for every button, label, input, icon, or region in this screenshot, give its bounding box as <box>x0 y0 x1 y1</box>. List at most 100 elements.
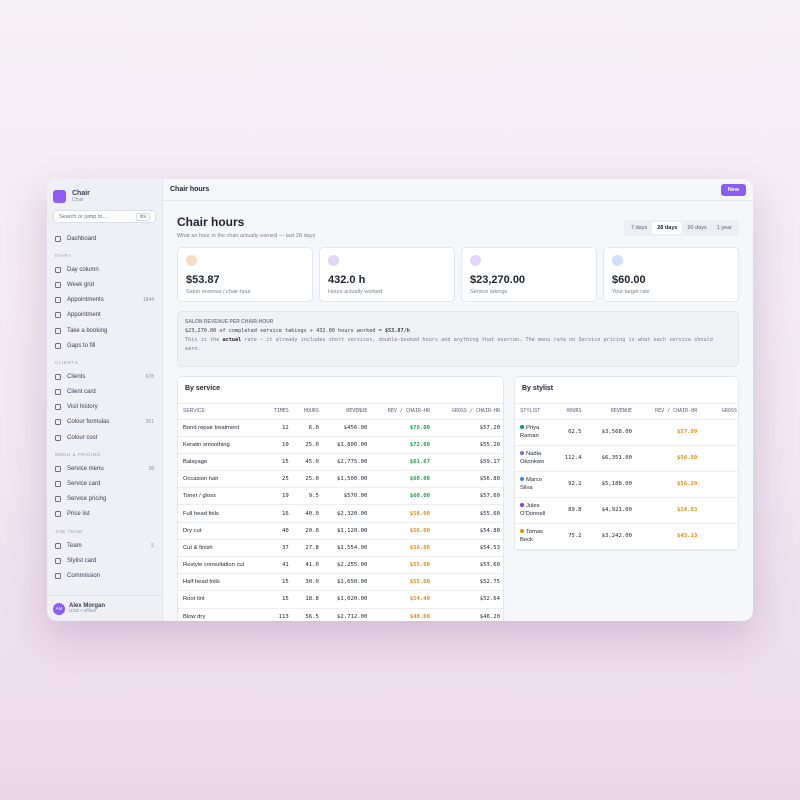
formula-text: $23,270.00 of completed service takings … <box>185 328 385 334</box>
cell: 40 <box>263 522 294 540</box>
cell: 113 <box>263 608 294 621</box>
column-header: SERVICE <box>178 404 264 420</box>
body-text: This is the <box>185 337 223 343</box>
new-button[interactable]: New <box>720 183 746 196</box>
stylist-dot <box>520 425 524 429</box>
cell: 20.0 <box>293 522 324 540</box>
cell: 12 <box>263 419 294 437</box>
kpi-card: $53.87 Salon revenue / chair-hour <box>177 247 313 302</box>
search[interactable]: Search or jump to... ⌘K <box>53 210 156 223</box>
table: SERVICE TIMES HOURS REVENUE REV / CHAIR-HR GR… <box>178 404 503 621</box>
note: SALON REVENUE PER CHAIR-HOUR $23,270.00 o… <box>177 311 739 367</box>
nav-item[interactable]: Commission <box>47 568 162 583</box>
nav-item[interactable]: Appointment <box>47 308 162 323</box>
sidebar: Chair Chair Search or jump to... ⌘K Dashboar… <box>47 179 163 621</box>
cell: $5,188.00 <box>586 471 637 498</box>
search-placeholder: Search or jump to... <box>59 213 107 220</box>
cell: Occasion hair <box>178 470 264 489</box>
brand: Chair Chair <box>47 179 162 205</box>
nav-item[interactable]: Gaps to fill <box>47 338 162 353</box>
cell: $1,650.00 <box>323 573 373 592</box>
table-title: By stylist <box>515 377 738 404</box>
cell: Keratin smoothing <box>178 436 264 454</box>
kpi-icon <box>328 255 339 266</box>
kpi-label: Hours actually worked <box>328 289 383 295</box>
kpi-label: Salon revenue / chair-hour <box>186 289 251 295</box>
table-row: Priya Raman 62.5$3,568.00$57.09$51.46 <box>515 419 738 446</box>
header-row: SERVICE TIMES HOURS REVENUE REV / CHAIR-HR GR… <box>178 404 503 420</box>
table-row: Marco Silva 92.2$5,188.00$56.29$50.62 <box>515 471 738 498</box>
icon <box>55 572 61 579</box>
nav-item[interactable]: Team 5 <box>47 538 162 553</box>
nav-item[interactable]: Service menu 38 <box>47 461 162 476</box>
nav-count: 1844 <box>142 297 154 304</box>
kpi-label: Service takings <box>470 289 508 295</box>
table-row: Tomas Beck 75.2$3,242.00$43.13$41.79 <box>515 523 738 550</box>
cell: Blow dry <box>178 608 264 621</box>
range-tab[interactable]: 90 days <box>687 225 707 231</box>
cell: 30.0 <box>293 573 324 592</box>
cell: $49.51 <box>702 497 738 524</box>
kpi-value: $23,270.00 <box>470 274 526 286</box>
table-title: By service <box>178 377 503 404</box>
table-row: Occasion hair 25 25.0 $1,500.00 $60.00 $56.80 <box>178 470 503 489</box>
cell: 25.0 <box>293 436 324 454</box>
cell: 19 <box>263 487 294 506</box>
content: Chair hours What an hour in the chair act… <box>163 201 753 621</box>
nav-item[interactable]: Colour formulas 261 <box>47 415 162 430</box>
nav-item[interactable]: Stylist card <box>47 553 162 568</box>
cell: Dry cut <box>178 522 264 540</box>
table-row: Half head foils 15 30.0 $1,650.00 $55.00 $52.… <box>178 573 503 592</box>
cell-text: Tomas Beck <box>520 529 544 543</box>
cell: 75.2 <box>553 523 587 550</box>
table-row: Blow dry 113 56.5 $2,712.00 $48.00 $46.20 <box>178 608 503 621</box>
nav-item[interactable]: Visit history <box>47 400 162 415</box>
table-row: Restyle consultation cut 41 41.0 $2,255.00 $… <box>178 556 503 575</box>
cell: $55.00 <box>372 573 436 592</box>
icon <box>55 419 61 426</box>
nav-item[interactable]: Appointments 1844 <box>47 293 162 308</box>
range-tab[interactable]: 7 days <box>631 225 648 231</box>
nav-item[interactable]: Colour cost <box>47 430 162 445</box>
nav-item[interactable]: Take a booking <box>47 323 162 338</box>
cell: 62.5 <box>553 419 587 446</box>
nav-item[interactable]: Day column <box>47 262 162 277</box>
cell: $56.00 <box>372 522 436 540</box>
table-row: Bond repair treatment 12 6.0 $456.00 $76.00 $… <box>178 419 503 437</box>
range-tab[interactable]: 1 year <box>716 225 732 231</box>
nav-item[interactable]: Clients 678 <box>47 369 162 384</box>
nav-label: Service card <box>67 481 101 488</box>
kpi-value: $53.87 <box>186 274 220 286</box>
cell: Priya Raman <box>515 419 553 446</box>
cell: 27.8 <box>293 539 324 558</box>
note-body: This is the actual rate — it already inc… <box>185 336 731 354</box>
nav-item[interactable]: Week grid <box>47 277 162 292</box>
user-text: Alex Morgan USD • offline <box>69 603 105 614</box>
range-tab[interactable]: 28 days <box>652 222 683 234</box>
nav-item[interactable]: Service card <box>47 476 162 491</box>
logo <box>53 189 66 203</box>
stylist-dot <box>520 503 524 507</box>
brand-text: Chair Chair <box>72 190 90 203</box>
column-header: REVENUE <box>586 404 637 420</box>
nav-label: Service menu <box>67 465 104 472</box>
nav-item[interactable]: Client card <box>47 385 162 400</box>
icon <box>55 496 61 503</box>
icon <box>55 404 61 411</box>
note-formula: $23,270.00 of completed service takings … <box>185 327 731 336</box>
cell: 25.0 <box>293 470 324 489</box>
table-row: Balayage 15 45.0 $2,775.00 $61.67 $59.17 <box>178 453 503 472</box>
cell: $51.46 <box>702 419 738 446</box>
nav-item[interactable]: Service pricing <box>47 492 162 507</box>
nav-item[interactable]: Price list <box>47 507 162 522</box>
cell: 6.0 <box>293 419 324 437</box>
nav-item[interactable]: Dashboard <box>47 231 162 246</box>
cell: Balayage <box>178 453 264 472</box>
cell-text: Jules O'Donnell <box>520 503 546 517</box>
page-title: Chair hours <box>177 215 245 229</box>
cell: 9.5 <box>293 487 324 506</box>
cell: $54.53 <box>435 539 503 558</box>
table-row: Root tint 15 18.8 $1,020.00 $54.40 $52.64 <box>178 590 503 609</box>
table-row: Jules O'Donnell 89.8$4,921.00$54.83$49.51 <box>515 497 738 524</box>
kpi-card: $23,270.00 Service takings <box>461 247 597 302</box>
